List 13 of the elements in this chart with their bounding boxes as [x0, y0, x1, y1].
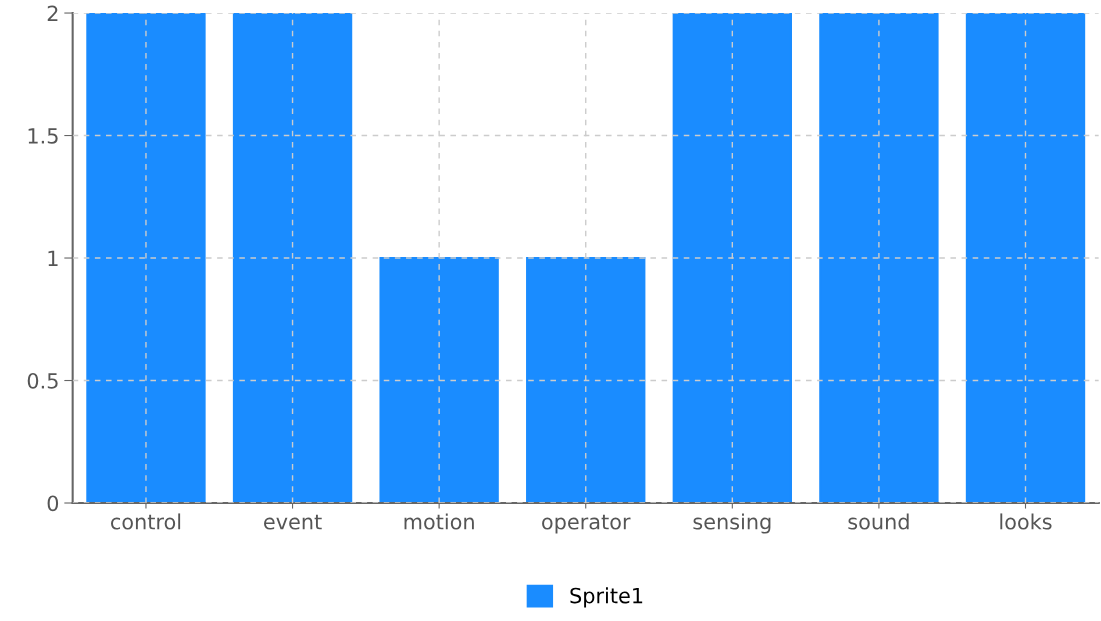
- legend-label: Sprite1: [570, 587, 643, 608]
- x-tick-label: motion: [404, 513, 474, 530]
- x-tick-label: operator: [542, 514, 631, 534]
- y-tick-label: 2: [47, 5, 58, 21]
- y-tick-label: 1.5: [28, 128, 58, 144]
- x-tick-label: sensing: [693, 513, 771, 534]
- y-tick-label: 1: [48, 250, 58, 266]
- x-tick-label: looks: [1000, 513, 1052, 530]
- y-tick-label: 0.5: [27, 372, 58, 389]
- x-tick-label: control: [111, 513, 181, 530]
- x-tick-label: event: [264, 514, 322, 530]
- y-tick-label: 0: [47, 495, 59, 512]
- x-tick-label: sound: [848, 513, 909, 530]
